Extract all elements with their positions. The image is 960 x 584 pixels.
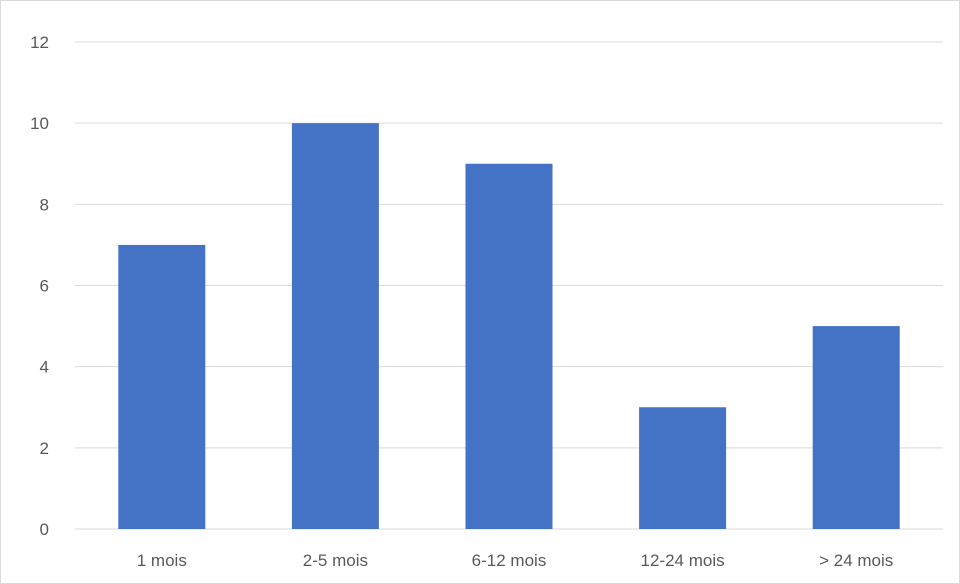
x-tick-label: 1 mois	[137, 551, 187, 570]
bar-4	[639, 407, 727, 529]
x-axis: 1 mois 2-5 mois 6-12 mois 12-24 mois > 24 mo…	[137, 551, 894, 570]
y-tick-label: 8	[40, 195, 49, 214]
y-tick-label: 2	[40, 439, 49, 458]
bars	[118, 123, 900, 530]
x-tick-label: 12-24 mois	[641, 551, 725, 570]
x-tick-label: > 24 mois	[819, 551, 893, 570]
bar-2	[291, 123, 379, 530]
bar-5	[812, 326, 900, 529]
y-tick-label: 10	[30, 114, 49, 133]
y-axis: 0 2 4 6 8 10 12	[30, 33, 49, 539]
y-tick-label: 0	[40, 520, 49, 539]
y-tick-label: 4	[40, 358, 49, 377]
y-tick-label: 12	[30, 33, 49, 52]
bar-1	[118, 244, 206, 529]
x-tick-label: 6-12 mois	[472, 551, 547, 570]
bar-3	[465, 163, 553, 529]
y-tick-label: 6	[40, 277, 49, 296]
x-tick-label: 2-5 mois	[303, 551, 368, 570]
